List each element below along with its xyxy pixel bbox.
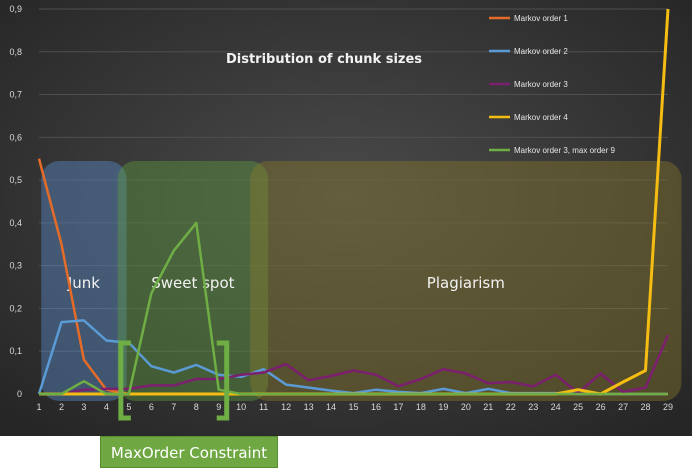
x-tick-label: 20 [461, 402, 471, 412]
bracket-left [118, 340, 131, 421]
bracket-right [216, 340, 230, 421]
y-tick-label: 0 [17, 389, 22, 399]
series-line-5 [39, 221, 668, 396]
y-tick-label: 0,2 [9, 303, 22, 313]
max-order-bracket [118, 340, 230, 421]
x-tick-label: 18 [416, 402, 426, 412]
axis-ticks: 00,10,20,30,40,50,60,70,80,91 2 3 4 5 6 7 8 9 10 1… [9, 4, 673, 412]
series-lines [37, 8, 670, 396]
region-plagiarism [250, 161, 682, 401]
region-label-plagiarism: Plagiarism [427, 274, 505, 292]
x-tick-label: 12 [281, 402, 291, 412]
x-tick-label: 26 [596, 402, 606, 412]
y-tick-label: 0,7 [9, 90, 22, 100]
legend-label: Markov order 3 [514, 80, 568, 89]
legend-label: Markov order 3, max order 9 [514, 146, 615, 155]
region-label-sweet-spot: Sweet spot [151, 274, 234, 292]
gridlines [39, 8, 668, 395]
x-tick-label: 27 [618, 402, 628, 412]
x-tick-label: 24 [551, 402, 561, 412]
x-tick-label: 23 [528, 402, 538, 412]
x-tick-label: 8 [194, 402, 199, 412]
x-tick-label: 15 [348, 402, 358, 412]
max-order-constraint-label: MaxOrder Constraint [100, 436, 278, 468]
annotation-regions: Junk Sweet spot Plagiarism [41, 161, 682, 401]
y-tick-label: 0,5 [9, 175, 22, 185]
x-tick-label: 5 [126, 402, 131, 412]
x-tick-label: 4 [104, 402, 109, 412]
x-tick-label: 25 [573, 402, 583, 412]
chart-title: Distribution of chunk sizes [226, 52, 422, 67]
y-tick-label: 0,9 [9, 4, 22, 14]
x-tick-label: 21 [483, 402, 493, 412]
y-tick-label: 0,8 [9, 47, 22, 57]
x-tick-label: 6 [149, 402, 154, 412]
region-sweet-spot [117, 161, 269, 401]
legend-label: Markov order 4 [514, 113, 568, 122]
x-tick-label: 29 [663, 402, 673, 412]
y-tick-label: 0,3 [9, 261, 22, 271]
x-tick-label: 2 [59, 402, 64, 412]
x-tick-label: 9 [216, 402, 221, 412]
series-line-3 [39, 334, 670, 396]
x-tick-label: 10 [236, 402, 246, 412]
x-tick-label: 3 [81, 402, 86, 412]
legend-label: Markov order 2 [514, 47, 568, 56]
x-tick-label: 16 [371, 402, 381, 412]
region-label-junk: Junk [67, 274, 100, 292]
x-tick-label: 13 [304, 402, 314, 412]
y-tick-label: 0,4 [9, 218, 22, 228]
y-tick-label: 0,6 [9, 132, 22, 142]
x-tick-label: 7 [171, 402, 176, 412]
x-tick-label: 19 [438, 402, 448, 412]
x-tick-label: 11 [259, 402, 268, 412]
x-tick-label: 17 [393, 402, 403, 412]
x-tick-label: 1 [36, 402, 41, 412]
x-tick-label: 14 [326, 402, 336, 412]
legend-label: Markov order 1 [514, 14, 568, 23]
y-tick-label: 0,1 [9, 346, 22, 356]
x-tick-label: 22 [506, 402, 516, 412]
x-tick-label: 28 [641, 402, 651, 412]
legend: Markov order 1 Markov order 2 Markov order… [489, 14, 615, 155]
chart-background [0, 0, 692, 436]
